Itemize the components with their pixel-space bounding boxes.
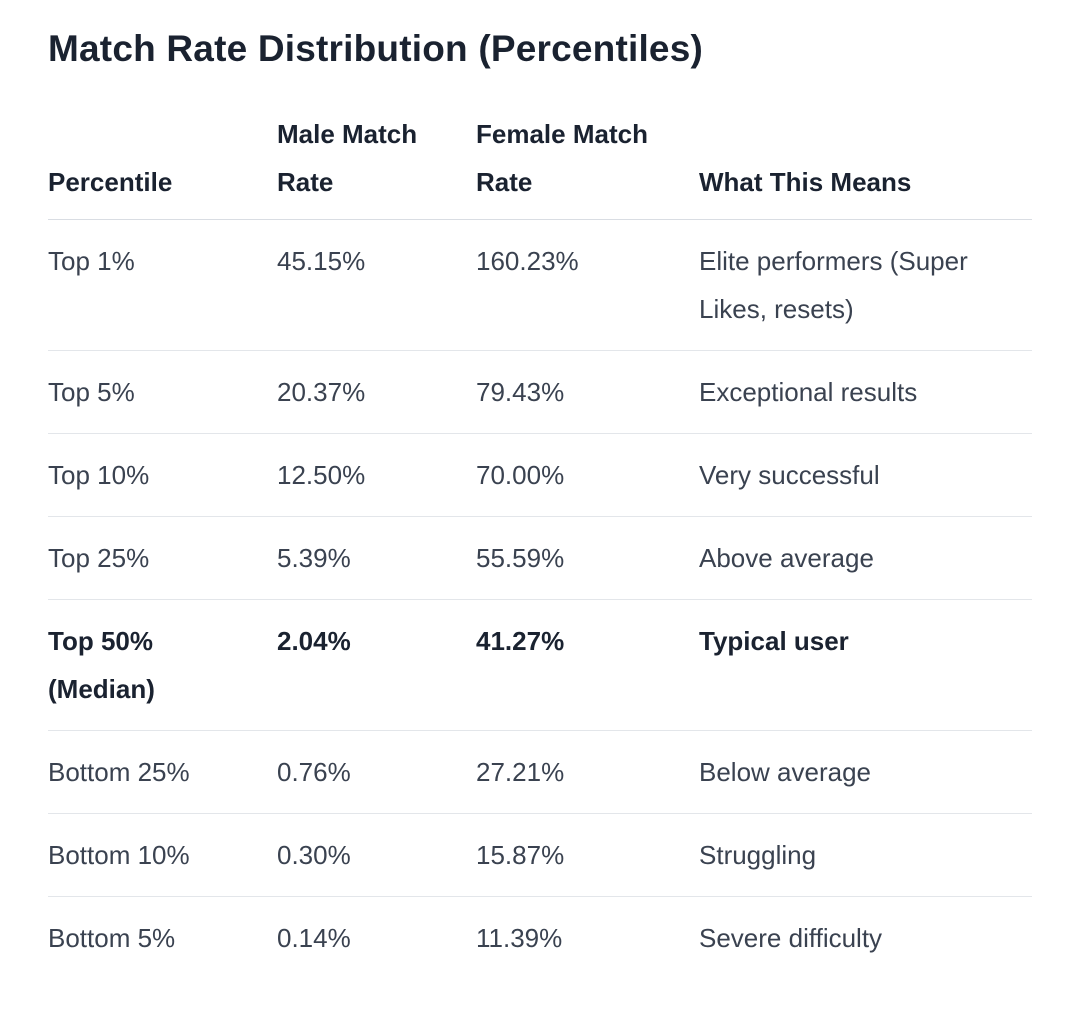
cell-female-rate: 70.00% bbox=[476, 433, 699, 517]
cell-male-rate: 12.50% bbox=[277, 433, 476, 517]
cell-percentile: Bottom 25% bbox=[48, 730, 277, 814]
cell-female-rate: 15.87% bbox=[476, 813, 699, 897]
cell-male-rate: 5.39% bbox=[277, 516, 476, 600]
cell-female-rate: 27.21% bbox=[476, 730, 699, 814]
page-title: Match Rate Distribution (Percentiles) bbox=[48, 28, 704, 69]
cell-female-rate: 160.23% bbox=[476, 219, 699, 351]
table-row: Top 1% 45.15% 160.23% Elite performers (… bbox=[48, 219, 1032, 351]
cell-male-rate: 0.14% bbox=[277, 923, 351, 953]
header-male-match-rate: Male Match Rate bbox=[277, 106, 476, 220]
cell-female-rate: 79.43% bbox=[476, 350, 699, 434]
cell-meaning: Struggling bbox=[699, 813, 1032, 897]
cell-male-rate: 2.04% bbox=[277, 599, 476, 731]
table-row: Bottom 25% 0.76% 27.21% Below average bbox=[48, 730, 1032, 814]
cell-male-rate: 20.37% bbox=[277, 350, 476, 434]
cell-meaning: Exceptional results bbox=[699, 350, 1032, 434]
cell-meaning: Very successful bbox=[699, 433, 1032, 517]
table-row: Top 25% 5.39% 55.59% Above average bbox=[48, 516, 1032, 600]
cell-meaning: Typical user bbox=[699, 599, 1032, 731]
cell-percentile: Top 25% bbox=[48, 516, 277, 600]
cell-female-rate: 11.39% bbox=[476, 923, 563, 953]
table-header-row: Percentile Male Match Rate Female Match … bbox=[48, 106, 1032, 220]
cell-meaning: Below average bbox=[699, 730, 1032, 814]
cell-male-rate: 0.76% bbox=[277, 730, 476, 814]
table-row-median: Top 50% (Median) 2.04% 41.27% Typical us… bbox=[48, 599, 1032, 731]
cell-male-rate: 45.15% bbox=[277, 219, 476, 351]
header-female-match-rate: Female Match Rate bbox=[476, 106, 699, 220]
cell-percentile: Top 1% bbox=[48, 219, 277, 351]
header-what-this-means: What This Means bbox=[699, 106, 1032, 220]
header-percentile: Percentile bbox=[48, 106, 277, 220]
cell-percentile: Top 5% bbox=[48, 350, 277, 434]
cell-meaning: Elite performers (Super Likes, resets) bbox=[699, 219, 1032, 351]
cell-percentile: Top 50% (Median) bbox=[48, 599, 277, 731]
cell-female-rate: 55.59% bbox=[476, 516, 699, 600]
table-row: Top 10% 12.50% 70.00% Very successful bbox=[48, 433, 1032, 517]
cell-meaning: Above average bbox=[699, 516, 1032, 600]
table-row: Bottom 5% 0.14% 11.39% Severe difficulty bbox=[48, 897, 1032, 980]
cell-percentile: Bottom 10% bbox=[48, 813, 277, 897]
cell-percentile: Top 10% bbox=[48, 433, 277, 517]
cell-female-rate: 41.27% bbox=[476, 599, 699, 731]
cell-meaning: Severe difficulty bbox=[699, 923, 883, 953]
table-row: Top 5% 20.37% 79.43% Exceptional results bbox=[48, 350, 1032, 434]
table-row: Bottom 10% 0.30% 15.87% Struggling bbox=[48, 813, 1032, 897]
cell-percentile: Bottom 5% bbox=[48, 923, 176, 953]
cell-male-rate: 0.30% bbox=[277, 813, 476, 897]
percentile-table: Percentile Male Match Rate Female Match … bbox=[48, 106, 1032, 979]
